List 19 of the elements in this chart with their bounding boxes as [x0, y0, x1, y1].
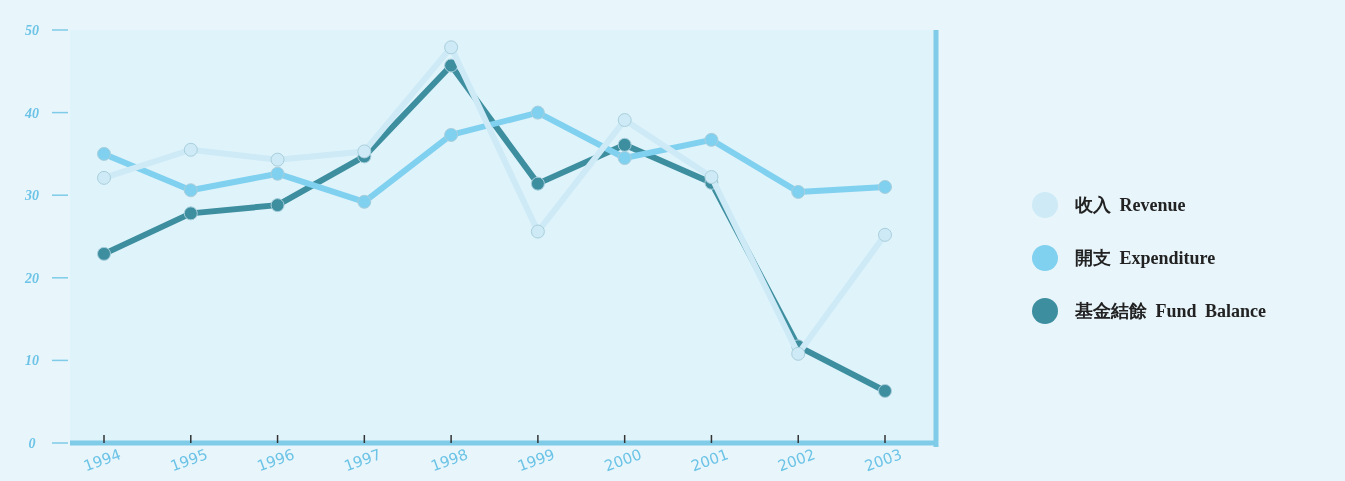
x-tick-label: 2001: [688, 445, 731, 476]
x-tick-label: 1997: [341, 445, 384, 476]
y-tick-label: 40: [24, 105, 39, 121]
y-tick-label: 50: [25, 22, 39, 38]
y-tick-label: 20: [24, 270, 39, 286]
x-tick-label: 1996: [254, 445, 297, 476]
x-tick-label: 1999: [515, 445, 558, 476]
x-tick-label: 2000: [601, 445, 644, 476]
x-tick-label: 1995: [168, 445, 211, 476]
y-tick-label: 10: [25, 353, 39, 369]
x-tick-label: 1998: [428, 445, 471, 476]
y-tick-label: 30: [24, 188, 39, 204]
x-tick-label: 2002: [775, 445, 818, 476]
x-tick-label: 1994: [81, 445, 124, 476]
legend-label: 收入 Revenue: [1075, 195, 1186, 215]
x-tick-label: 2003: [862, 445, 905, 476]
legend-label: 開支 Expenditure: [1075, 248, 1216, 268]
legend-label: 基金結餘 Fund Balance: [1074, 301, 1267, 321]
y-tick-label: 0: [28, 435, 36, 451]
